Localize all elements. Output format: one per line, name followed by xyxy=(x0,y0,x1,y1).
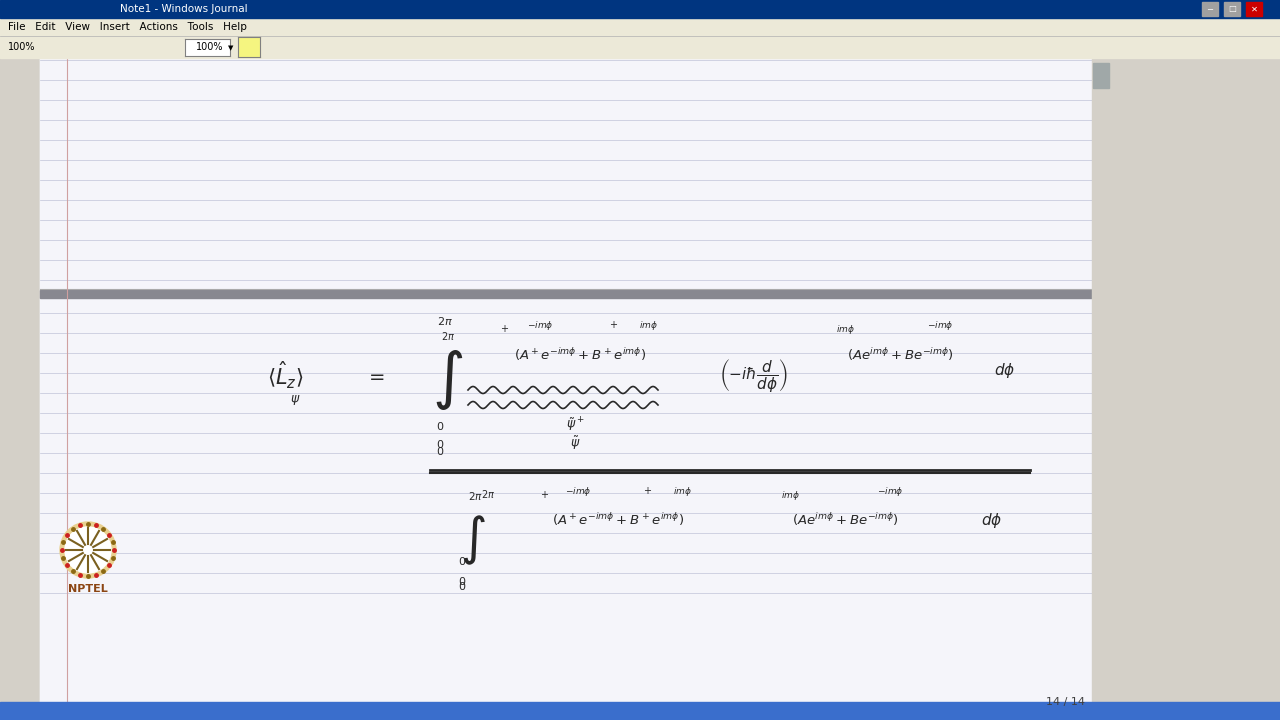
Text: $=$: $=$ xyxy=(365,366,385,384)
Text: $\langle \hat{L}_z \rangle$: $\langle \hat{L}_z \rangle$ xyxy=(266,359,303,391)
Text: $d\phi$: $d\phi$ xyxy=(995,361,1015,379)
Bar xyxy=(40,58,1092,290)
Text: File   Edit   View   Insert   Actions   Tools   Help: File Edit View Insert Actions Tools Help xyxy=(8,22,247,32)
Text: NPTEL: NPTEL xyxy=(68,584,108,594)
Text: $(Ae^{im\phi}+Be^{-im\phi})$: $(Ae^{im\phi}+Be^{-im\phi})$ xyxy=(791,511,899,528)
Text: $0$: $0$ xyxy=(458,555,466,567)
Text: $0$: $0$ xyxy=(436,445,444,457)
Text: $im\phi$: $im\phi$ xyxy=(836,323,855,336)
Bar xyxy=(40,290,1092,298)
Text: $0$: $0$ xyxy=(458,575,466,587)
Text: $\left(-i\hbar\dfrac{d}{d\phi}\right)$: $\left(-i\hbar\dfrac{d}{d\phi}\right)$ xyxy=(719,356,787,394)
Bar xyxy=(238,37,260,57)
Text: $+$: $+$ xyxy=(644,485,653,496)
Circle shape xyxy=(60,522,116,578)
Text: $2\pi$: $2\pi$ xyxy=(436,315,453,327)
Bar xyxy=(186,39,230,56)
Text: $2\pi$: $2\pi$ xyxy=(467,490,483,502)
Bar xyxy=(40,58,1092,702)
Bar xyxy=(1093,63,1108,88)
Text: $-im\phi$: $-im\phi$ xyxy=(527,319,553,332)
Text: $\tilde{\psi}$: $\tilde{\psi}$ xyxy=(570,434,580,451)
Text: ─: ─ xyxy=(1207,4,1212,14)
Bar xyxy=(1224,2,1240,16)
Text: $0$: $0$ xyxy=(436,420,444,432)
Text: $2\pi$: $2\pi$ xyxy=(481,488,495,500)
Text: Note1 - Windows Journal: Note1 - Windows Journal xyxy=(120,4,247,14)
Text: $2\pi$: $2\pi$ xyxy=(440,330,456,342)
Bar xyxy=(0,0,1280,18)
Text: $-im\phi$: $-im\phi$ xyxy=(927,319,954,332)
Text: 14 / 14: 14 / 14 xyxy=(1046,697,1084,707)
Text: $(A^+e^{-im\phi}+B^+e^{im\phi})$: $(A^+e^{-im\phi}+B^+e^{im\phi})$ xyxy=(552,511,684,528)
Bar xyxy=(1202,2,1219,16)
Text: ✕: ✕ xyxy=(1251,4,1257,14)
Text: $\psi$: $\psi$ xyxy=(289,393,301,407)
Text: $im\phi$: $im\phi$ xyxy=(781,489,800,502)
Text: 100%: 100% xyxy=(8,42,36,52)
Text: $\int$: $\int$ xyxy=(433,348,463,412)
Text: $+$: $+$ xyxy=(500,323,509,334)
Text: ▼: ▼ xyxy=(228,45,233,51)
Text: $(A^+e^{-im\phi}+B^+e^{im\phi})$: $(A^+e^{-im\phi}+B^+e^{im\phi})$ xyxy=(515,346,646,364)
Text: 100%: 100% xyxy=(196,42,224,52)
Text: $+$: $+$ xyxy=(540,489,549,500)
Bar xyxy=(0,18,1280,36)
Text: □: □ xyxy=(1228,4,1236,14)
Text: $im\phi$: $im\phi$ xyxy=(639,319,658,332)
Text: $-im\phi$: $-im\phi$ xyxy=(564,485,591,498)
Text: $0$: $0$ xyxy=(458,580,466,592)
Text: $\tilde{\psi}^+$: $\tilde{\psi}^+$ xyxy=(566,416,584,434)
Bar xyxy=(0,702,1280,720)
Text: $im\phi$: $im\phi$ xyxy=(672,485,691,498)
Circle shape xyxy=(65,527,111,573)
Text: $-im\phi$: $-im\phi$ xyxy=(877,485,904,498)
Bar xyxy=(1092,58,1110,702)
Text: $+$: $+$ xyxy=(609,319,618,330)
Bar xyxy=(40,298,1092,702)
Text: $(Ae^{im\phi}+Be^{-im\phi})$: $(Ae^{im\phi}+Be^{-im\phi})$ xyxy=(846,346,954,364)
Text: $d\phi$: $d\phi$ xyxy=(982,510,1002,529)
Bar xyxy=(0,36,1280,58)
Bar xyxy=(1245,2,1262,16)
Text: $\int$: $\int$ xyxy=(460,513,486,567)
Text: $0$: $0$ xyxy=(436,438,444,450)
